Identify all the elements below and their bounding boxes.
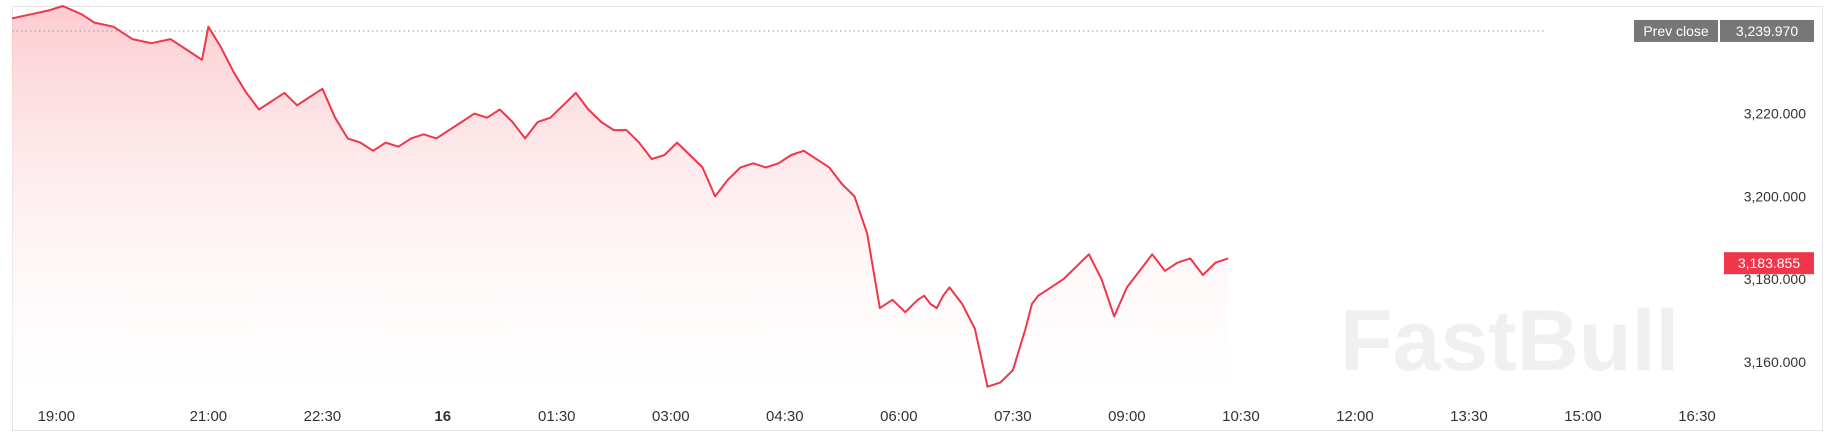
x-tick-label: 19:00 bbox=[38, 408, 76, 425]
x-tick-label: 09:00 bbox=[1108, 408, 1146, 425]
y-tick-label: 3,200.000 bbox=[1744, 188, 1806, 204]
x-tick-label: 04:30 bbox=[766, 408, 804, 425]
x-tick-label: 01:30 bbox=[538, 408, 576, 425]
x-tick-label: 07:30 bbox=[994, 408, 1032, 425]
last-price-tag bbox=[1724, 252, 1814, 275]
last-price-value: 3,183.855 bbox=[1738, 255, 1800, 271]
x-tick-label: 16:30 bbox=[1678, 408, 1716, 425]
x-tick-label: 13:30 bbox=[1450, 408, 1488, 425]
x-tick-label: 16 bbox=[434, 408, 451, 425]
price-line bbox=[11, 5, 1229, 388]
prev-close-value: 3,239.970 bbox=[1736, 23, 1798, 39]
prev-close-label: Prev close bbox=[1643, 23, 1709, 39]
x-tick-label: 21:00 bbox=[190, 408, 228, 425]
y-tick-label: 3,220.000 bbox=[1744, 106, 1806, 122]
prev-close-tag bbox=[1634, 19, 1718, 42]
price-area bbox=[12, 6, 1229, 395]
y-tick-label: 3,160.000 bbox=[1744, 354, 1806, 370]
x-tick-label: 03:00 bbox=[652, 408, 690, 425]
x-tick-label: 12:00 bbox=[1336, 408, 1374, 425]
x-tick-label: 10:30 bbox=[1222, 408, 1260, 425]
watermark: FastBull bbox=[1340, 293, 1679, 389]
x-tick-label: 15:00 bbox=[1564, 408, 1602, 425]
prev-close-value-tag bbox=[1720, 19, 1814, 42]
x-tick-label: 06:00 bbox=[880, 408, 918, 425]
y-tick-label: 3,180.000 bbox=[1744, 271, 1806, 287]
x-tick-label: 22:30 bbox=[304, 408, 342, 425]
